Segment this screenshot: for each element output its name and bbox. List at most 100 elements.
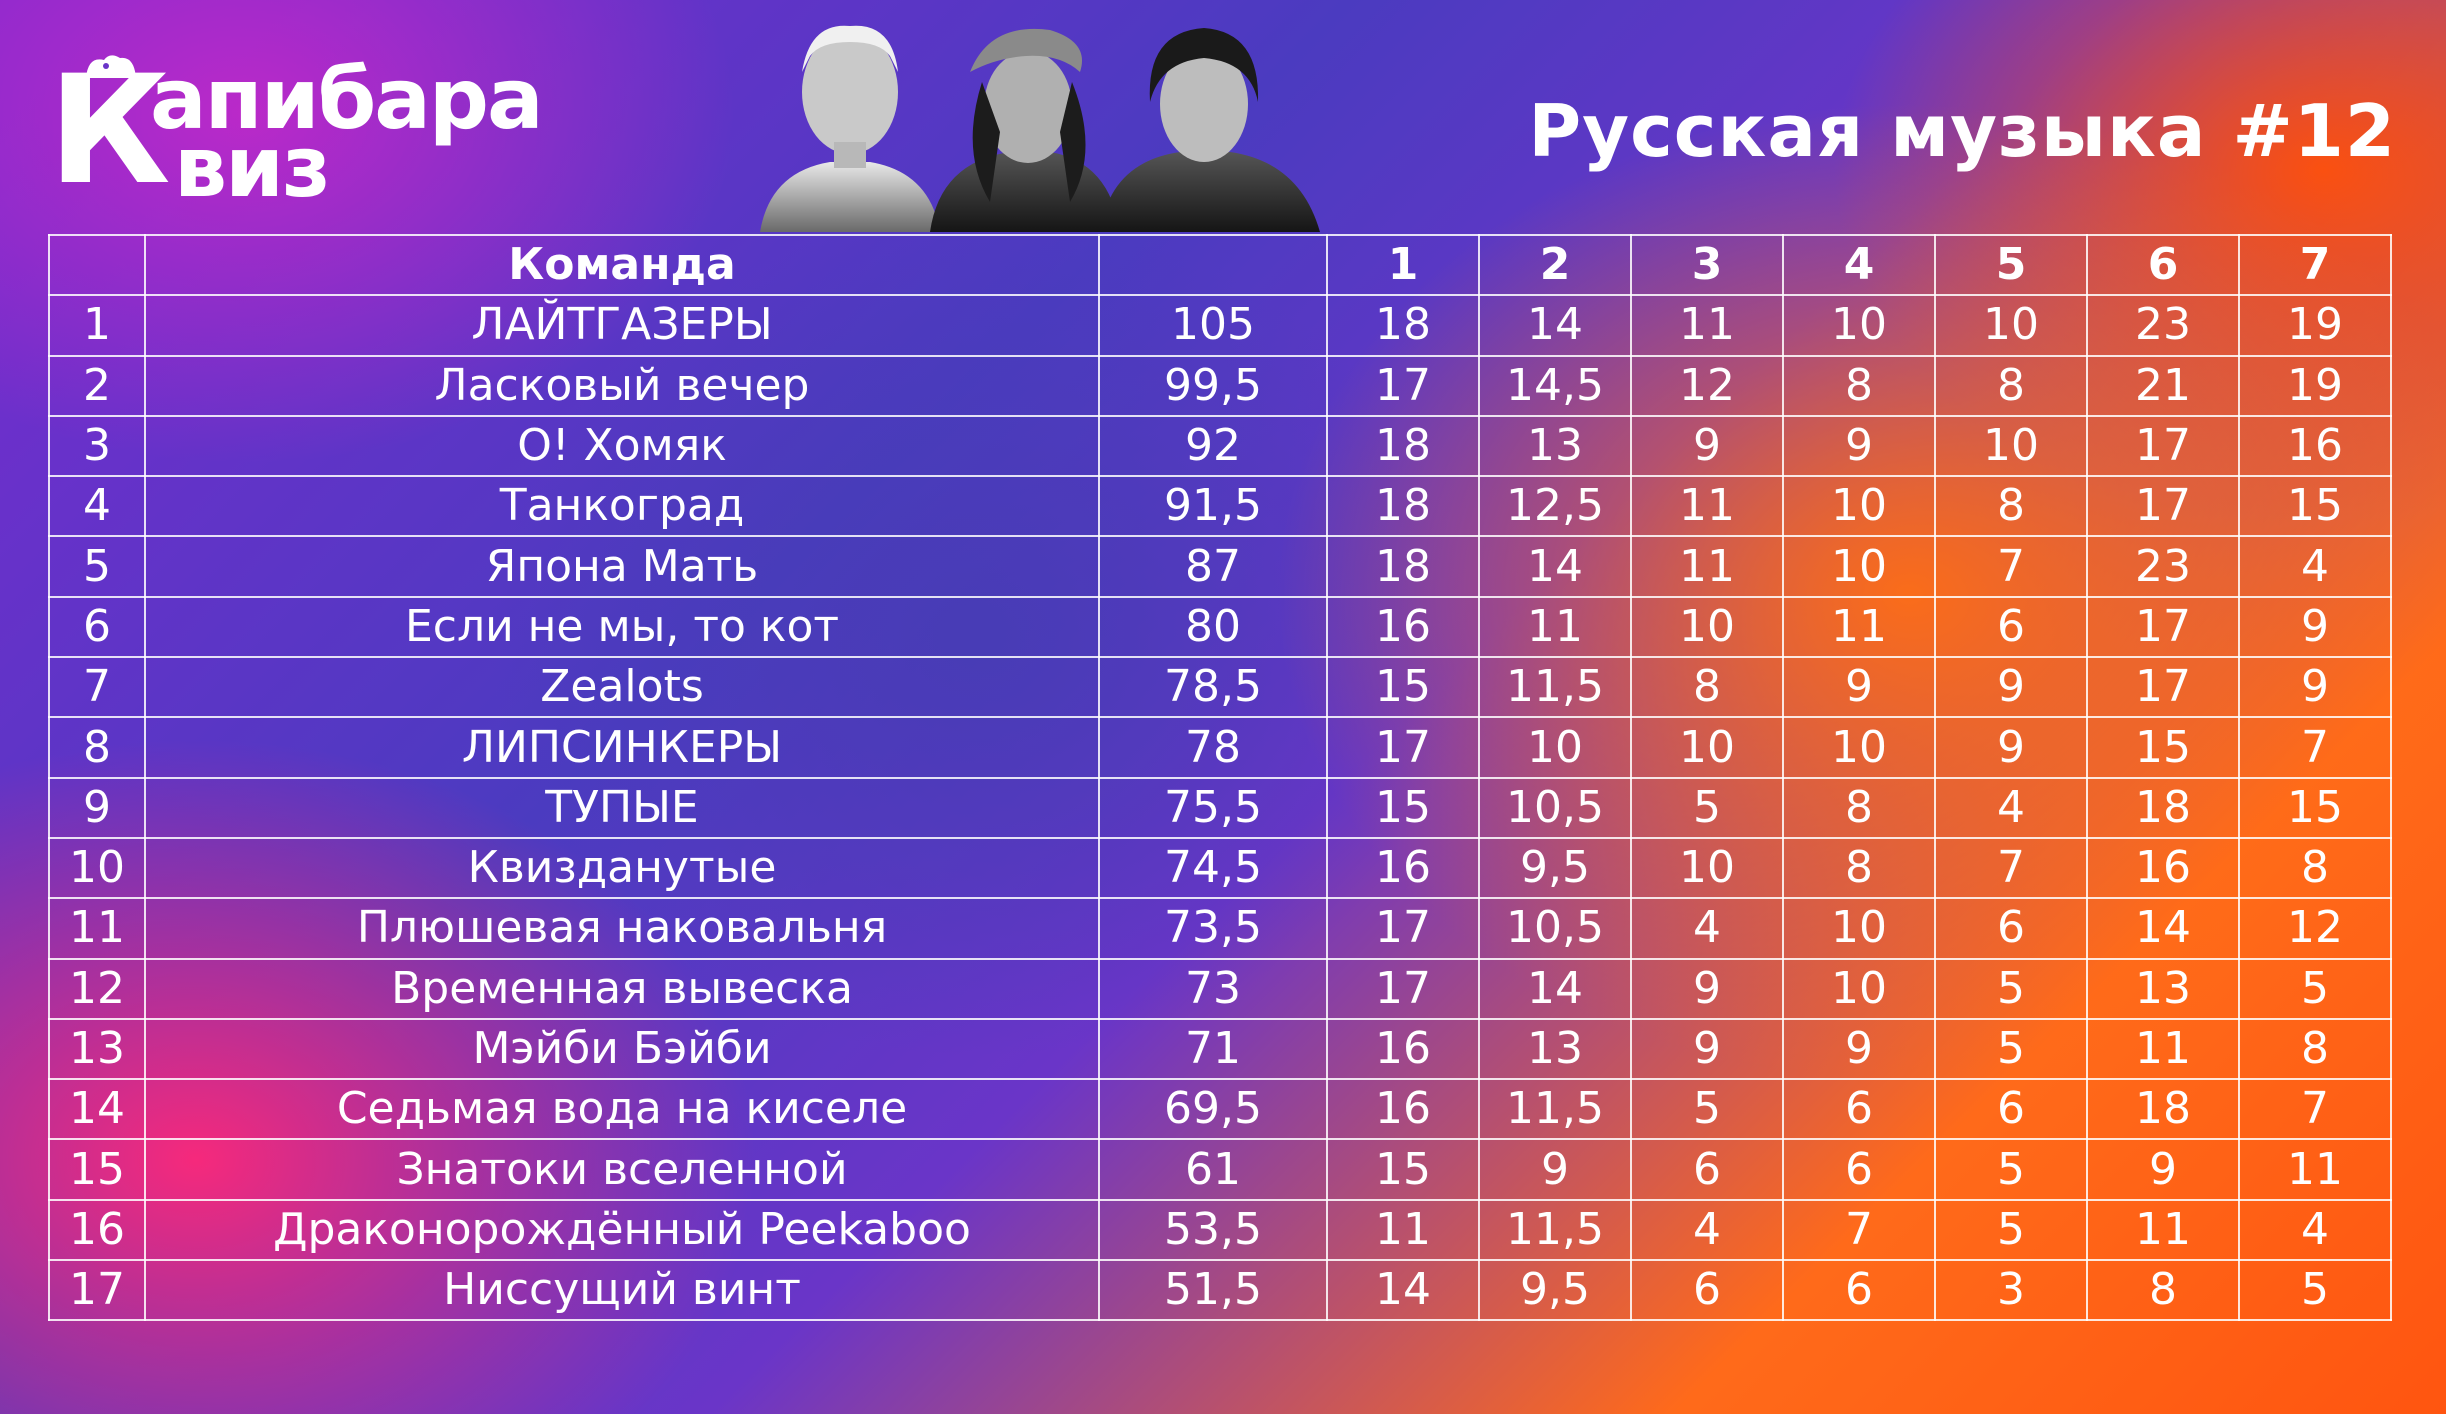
round-4-score-cell: 10	[1782, 897, 1936, 960]
round-3-score-cell: 5	[1630, 1078, 1784, 1141]
team-name-cell: Седьмая вода на киселе	[144, 1078, 1100, 1141]
round-7-score-cell: 15	[2238, 475, 2392, 538]
round-2-score-cell: 9,5	[1478, 836, 1632, 900]
round-1-score-cell: 18	[1326, 535, 1480, 598]
place-cell: 9	[48, 776, 146, 839]
round-5-score-cell: 7	[1934, 535, 2088, 598]
total-score-cell: 71	[1098, 1017, 1328, 1081]
round-4-score-cell: 8	[1782, 836, 1936, 900]
round-2-score-cell: 14,5	[1478, 354, 1632, 417]
header-round-7: 7	[2238, 233, 2392, 297]
team-name-cell: Драконорождённый Peekaboo	[144, 1198, 1100, 1262]
place-cell: 4	[48, 475, 146, 538]
round-7-score-cell: 19	[2238, 294, 2392, 357]
round-1-score-cell: 17	[1326, 897, 1480, 960]
round-2-score-cell: 14	[1478, 535, 1632, 598]
place-cell: 5	[48, 535, 146, 598]
round-3-score-cell: 9	[1630, 414, 1784, 478]
round-2-score-cell: 11	[1478, 595, 1632, 659]
total-score-cell: 87	[1098, 535, 1328, 598]
round-7-score-cell: 4	[2238, 535, 2392, 598]
logo-letter-k: К	[48, 44, 171, 218]
team-name-cell: О! Хомяк	[144, 414, 1100, 478]
round-3-score-cell: 11	[1630, 535, 1784, 598]
round-1-score-cell: 16	[1326, 1017, 1480, 1081]
round-6-score-cell: 15	[2086, 716, 2240, 779]
place-cell: 12	[48, 957, 146, 1020]
round-1-score-cell: 17	[1326, 957, 1480, 1020]
round-5-score-cell: 10	[1934, 294, 2088, 357]
round-3-score-cell: 11	[1630, 475, 1784, 538]
round-1-score-cell: 18	[1326, 294, 1480, 357]
round-7-score-cell: 8	[2238, 836, 2392, 900]
round-2-score-cell: 9	[1478, 1138, 1632, 1201]
total-score-cell: 80	[1098, 595, 1328, 659]
round-3-score-cell: 6	[1630, 1259, 1784, 1322]
place-cell: 11	[48, 897, 146, 960]
team-name-cell: Zealots	[144, 656, 1100, 719]
table-row: 12 Временная вывеска 73 17 14 9 10 5 13 5	[48, 957, 2392, 1020]
round-3-score-cell: 8	[1630, 656, 1784, 719]
round-7-score-cell: 7	[2238, 1078, 2392, 1141]
header-team: Команда	[144, 233, 1100, 297]
round-6-score-cell: 23	[2086, 535, 2240, 598]
artists-photo-collage	[760, 25, 1320, 232]
round-3-score-cell: 4	[1630, 897, 1784, 960]
round-3-score-cell: 5	[1630, 776, 1784, 839]
header-round-6: 6	[2086, 233, 2240, 297]
place-cell: 16	[48, 1198, 146, 1262]
round-6-score-cell: 17	[2086, 414, 2240, 478]
round-2-score-cell: 10,5	[1478, 776, 1632, 839]
table-row: 2 Ласковый вечер 99,5 17 14,5 12 8 8 21 19	[48, 354, 2392, 417]
total-score-cell: 78,5	[1098, 656, 1328, 719]
round-5-score-cell: 5	[1934, 957, 2088, 1020]
table-header-row: Команда 1 2 3 4 5 6 7	[48, 233, 2392, 297]
round-5-score-cell: 8	[1934, 475, 2088, 538]
team-name-cell: Знатоки вселенной	[144, 1138, 1100, 1201]
round-4-score-cell: 7	[1782, 1198, 1936, 1262]
round-1-score-cell: 16	[1326, 836, 1480, 900]
round-4-score-cell: 6	[1782, 1078, 1936, 1141]
total-score-cell: 75,5	[1098, 776, 1328, 839]
team-name-cell: Если не мы, то кот	[144, 595, 1100, 659]
round-3-score-cell: 9	[1630, 1017, 1784, 1081]
round-4-score-cell: 9	[1782, 1017, 1936, 1081]
round-3-score-cell: 10	[1630, 716, 1784, 779]
round-6-score-cell: 21	[2086, 354, 2240, 417]
round-1-score-cell: 17	[1326, 716, 1480, 779]
round-6-score-cell: 11	[2086, 1017, 2240, 1081]
total-score-cell: 61	[1098, 1138, 1328, 1201]
round-1-score-cell: 17	[1326, 354, 1480, 417]
round-1-score-cell: 14	[1326, 1259, 1480, 1322]
place-cell: 1	[48, 294, 146, 357]
team-name-cell: Временная вывеска	[144, 957, 1100, 1020]
round-5-score-cell: 5	[1934, 1198, 2088, 1262]
table-row: 15 Знатоки вселенной 61 15 9 6 6 5 9 11	[48, 1138, 2392, 1201]
round-6-score-cell: 8	[2086, 1259, 2240, 1322]
round-6-score-cell: 18	[2086, 1078, 2240, 1141]
total-score-cell: 53,5	[1098, 1198, 1328, 1262]
round-6-score-cell: 16	[2086, 836, 2240, 900]
total-score-cell: 73,5	[1098, 897, 1328, 960]
round-1-score-cell: 18	[1326, 414, 1480, 478]
table-row: 1 ЛАЙТГАЗЕРЫ 105 18 14 11 10 10 23 19	[48, 294, 2392, 357]
round-4-score-cell: 9	[1782, 656, 1936, 719]
table-row: 5 Япона Мать 87 18 14 11 10 7 23 4	[48, 535, 2392, 598]
round-4-score-cell: 6	[1782, 1259, 1936, 1322]
round-7-score-cell: 5	[2238, 1259, 2392, 1322]
header-round-2: 2	[1478, 233, 1632, 297]
table-row: 9 ТУПЫЕ 75,5 15 10,5 5 8 4 18 15	[48, 776, 2392, 839]
round-1-score-cell: 15	[1326, 776, 1480, 839]
total-score-cell: 105	[1098, 294, 1328, 357]
round-4-score-cell: 10	[1782, 475, 1936, 538]
round-5-score-cell: 6	[1934, 1078, 2088, 1141]
team-name-cell: Плюшевая наковальня	[144, 897, 1100, 960]
place-cell: 14	[48, 1078, 146, 1141]
total-score-cell: 73	[1098, 957, 1328, 1020]
round-5-score-cell: 6	[1934, 897, 2088, 960]
round-2-score-cell: 10,5	[1478, 897, 1632, 960]
header-total	[1098, 233, 1328, 297]
round-6-score-cell: 17	[2086, 475, 2240, 538]
round-2-score-cell: 11,5	[1478, 1198, 1632, 1262]
round-6-score-cell: 14	[2086, 897, 2240, 960]
